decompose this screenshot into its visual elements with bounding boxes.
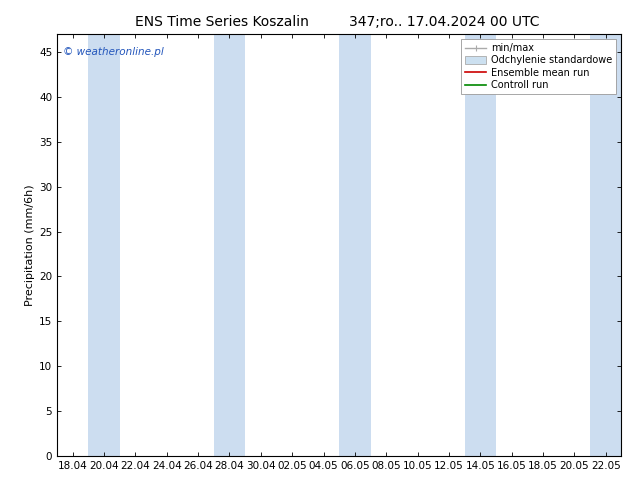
Text: ENS Time Series Koszalin: ENS Time Series Koszalin xyxy=(135,15,309,29)
Y-axis label: Precipitation (mm/6h): Precipitation (mm/6h) xyxy=(25,184,35,306)
Text: 347;ro.. 17.04.2024 00 UTC: 347;ro.. 17.04.2024 00 UTC xyxy=(349,15,539,29)
Bar xyxy=(465,34,496,456)
Bar xyxy=(214,34,245,456)
Bar xyxy=(339,34,370,456)
Bar xyxy=(590,34,621,456)
Legend: min/max, Odchylenie standardowe, Ensemble mean run, Controll run: min/max, Odchylenie standardowe, Ensembl… xyxy=(461,39,616,94)
Bar xyxy=(88,34,120,456)
Text: © weatheronline.pl: © weatheronline.pl xyxy=(63,47,164,57)
